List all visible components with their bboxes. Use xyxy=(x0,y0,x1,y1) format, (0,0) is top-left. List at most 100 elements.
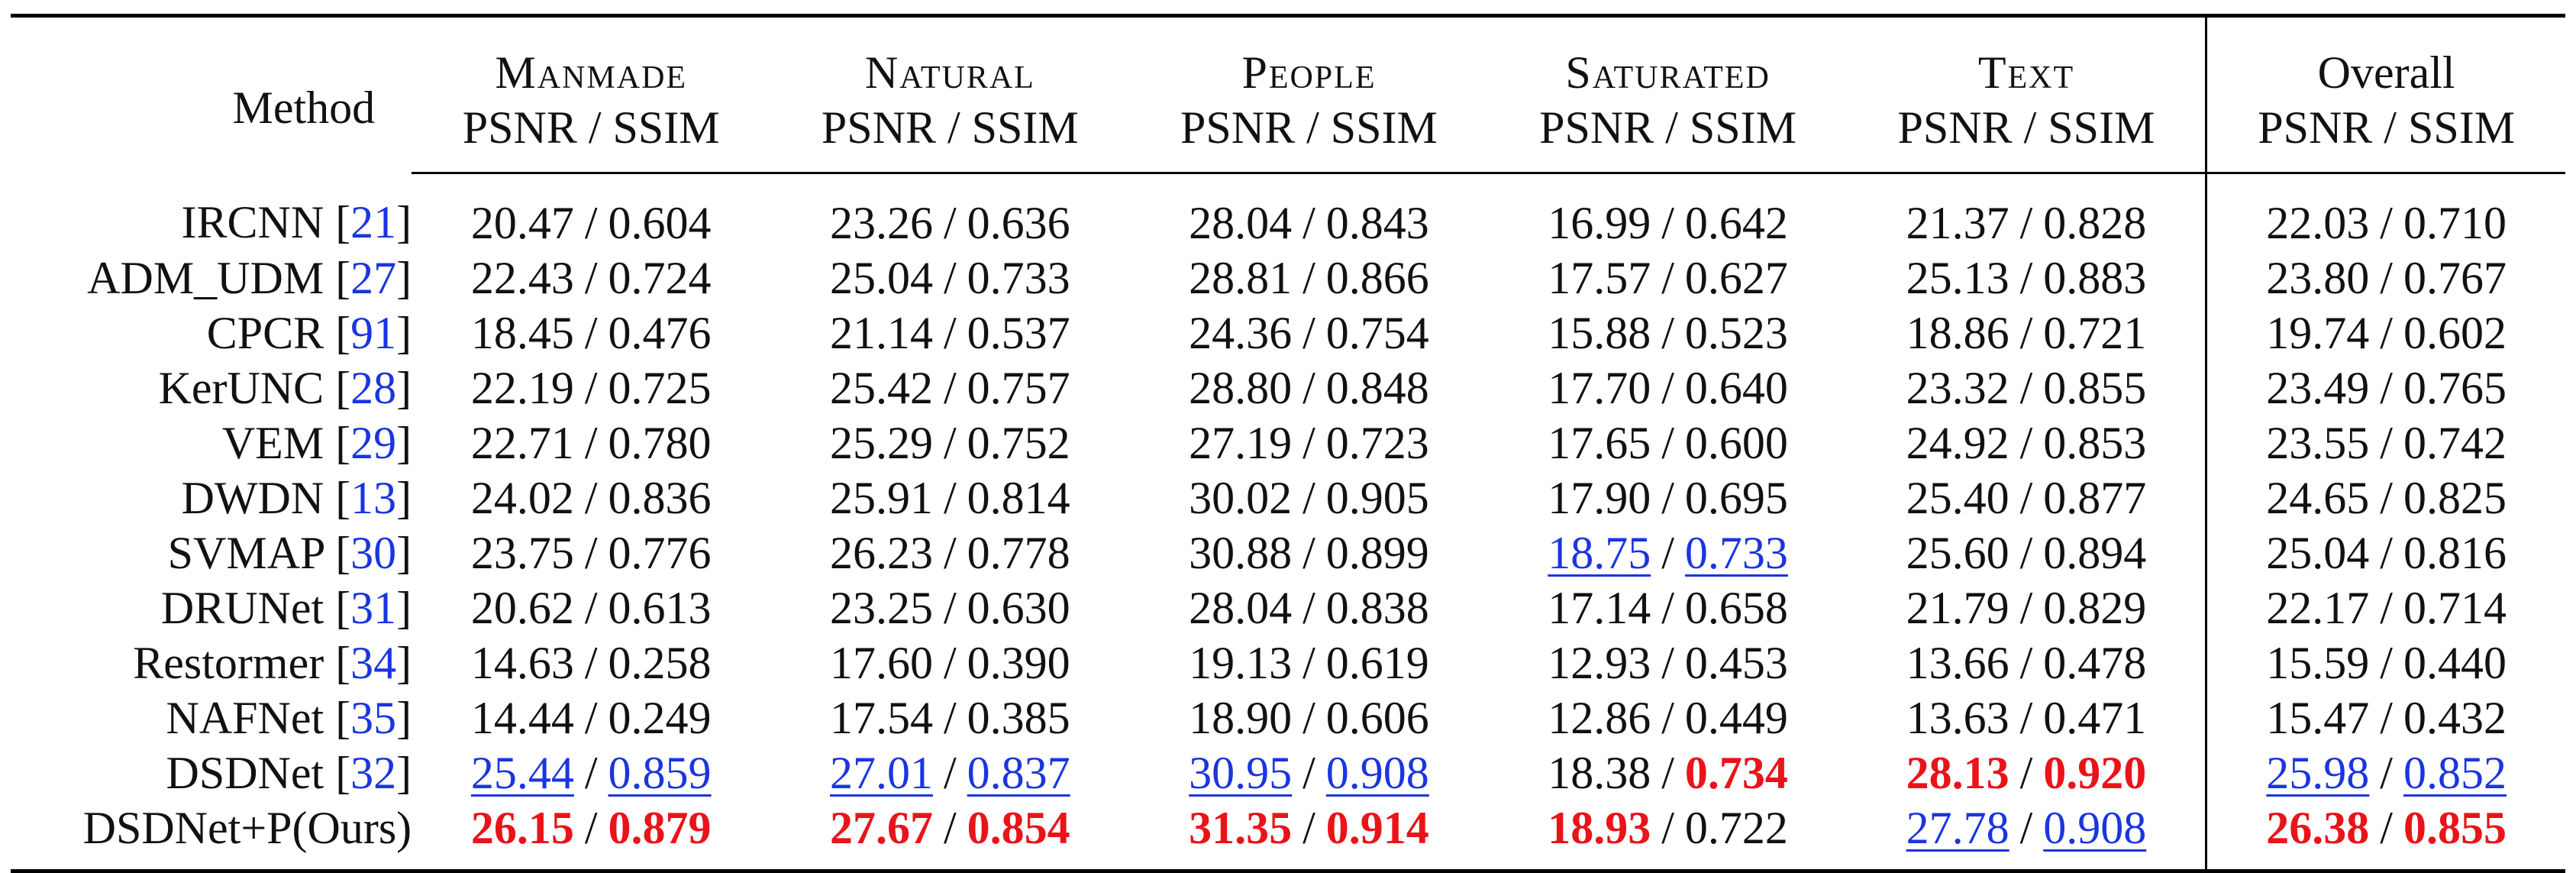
value-separator: / xyxy=(2380,583,2393,633)
psnr-value: 16.99 xyxy=(1548,198,1651,248)
ssim-value: 0.855 xyxy=(2403,803,2507,853)
table-header: Method Manmade Natural People Saturated … xyxy=(11,14,2565,174)
psnr-value: 21.14 xyxy=(830,308,933,358)
ssim-value: 0.249 xyxy=(608,693,712,743)
method-name: KerUNC xyxy=(158,363,324,413)
citation-link[interactable]: 34 xyxy=(350,638,397,688)
psnr-value: 23.26 xyxy=(830,198,933,248)
score-cell: 18.75/0.733 xyxy=(1489,525,1848,580)
citation-link[interactable]: 21 xyxy=(350,197,397,248)
psnr-value: 17.57 xyxy=(1548,253,1651,303)
ssim-value: 0.859 xyxy=(608,748,712,798)
value-separator: / xyxy=(944,583,957,633)
ssim-value: 0.640 xyxy=(1684,363,1788,413)
score-cell: 20.62/0.613 xyxy=(412,580,770,635)
method-cell: DSDNet+P(Ours) xyxy=(11,800,412,873)
value-separator: / xyxy=(1661,363,1674,413)
score-cell: 17.60/0.390 xyxy=(770,635,1129,690)
ssim-value: 0.852 xyxy=(2403,748,2507,798)
method-cell: IRCNN [21] xyxy=(181,197,412,248)
citation-link[interactable]: 91 xyxy=(350,308,397,358)
score-cell: 24.02/0.836 xyxy=(412,470,770,525)
psnr-value: 14.44 xyxy=(470,693,574,743)
psnr-value: 26.15 xyxy=(470,803,574,853)
psnr-value: 12.86 xyxy=(1548,693,1651,743)
value-separator: / xyxy=(1661,253,1674,303)
score-cell: 18.86/0.721 xyxy=(1848,306,2206,361)
ssim-value: 0.848 xyxy=(1325,363,1429,413)
citation-link[interactable]: 13 xyxy=(350,473,397,523)
citation-link[interactable]: 35 xyxy=(350,693,397,743)
psnr-value: 30.88 xyxy=(1189,528,1293,578)
value-separator: / xyxy=(944,528,957,578)
value-separator: / xyxy=(2380,528,2393,578)
value-separator: / xyxy=(2019,308,2033,358)
score-cell: 17.14/0.658 xyxy=(1489,580,1848,635)
table-row: DRUNet [31] 20.62/0.613 23.25/0.630 28.04/0… xyxy=(11,580,2565,635)
method-cell: DRUNet [31] xyxy=(160,583,412,633)
ssim-value: 0.630 xyxy=(967,583,1070,633)
ssim-value: 0.853 xyxy=(2043,418,2147,468)
value-separator: / xyxy=(2019,253,2033,303)
ssim-value: 0.258 xyxy=(608,638,712,688)
citation-link[interactable]: 29 xyxy=(350,418,397,468)
value-separator: / xyxy=(584,473,598,523)
ssim-value: 0.537 xyxy=(967,308,1070,358)
psnr-value: 25.98 xyxy=(2266,748,2370,798)
value-separator: / xyxy=(1661,528,1674,578)
method-name: DRUNet xyxy=(160,583,324,633)
column-header-overall: Overall xyxy=(2205,14,2565,95)
score-cell: 13.66/0.478 xyxy=(1848,635,2206,690)
method-cell: NAFNet [35] xyxy=(166,693,412,743)
value-separator: / xyxy=(584,803,598,853)
value-separator: / xyxy=(2380,748,2393,798)
psnr-value: 17.70 xyxy=(1548,363,1651,413)
citation-link[interactable]: 28 xyxy=(350,363,397,413)
method-name: VEM xyxy=(221,418,324,468)
ssim-value: 0.733 xyxy=(967,253,1070,303)
ssim-value: 0.606 xyxy=(1325,693,1429,743)
psnr-value: 25.91 xyxy=(830,473,933,523)
citation-link[interactable]: 30 xyxy=(350,528,397,578)
method-cell: DWDN [13] xyxy=(181,473,412,523)
psnr-value: 17.14 xyxy=(1548,583,1651,633)
value-separator: / xyxy=(584,638,598,688)
score-cell: 17.65/0.600 xyxy=(1489,415,1848,470)
column-header-saturated: Saturated xyxy=(1488,14,1848,95)
score-cell: 22.43/0.724 xyxy=(412,251,770,306)
value-separator: / xyxy=(944,308,957,358)
score-cell: 25.13/0.883 xyxy=(1848,251,2206,306)
ssim-value: 0.733 xyxy=(1684,528,1788,578)
psnr-value: 27.78 xyxy=(1906,803,2009,853)
ssim-value: 0.836 xyxy=(608,473,712,523)
ssim-value: 0.723 xyxy=(1325,418,1429,468)
ssim-value: 0.523 xyxy=(1684,308,1788,358)
psnr-value: 13.66 xyxy=(1906,638,2009,688)
ssim-value: 0.866 xyxy=(1325,253,1429,303)
ssim-value: 0.757 xyxy=(967,363,1070,413)
metric-header: PSNR / SSIM xyxy=(2205,95,2565,174)
value-separator: / xyxy=(944,418,957,468)
ssim-value: 0.453 xyxy=(1684,638,1788,688)
score-cell: 23.75/0.776 xyxy=(412,525,770,580)
score-cell: 26.15/0.879 xyxy=(412,800,771,873)
ssim-value: 0.722 xyxy=(1684,803,1788,853)
psnr-value: 15.88 xyxy=(1548,308,1651,358)
psnr-value: 20.62 xyxy=(470,583,574,633)
table-row: VEM [29] 22.71/0.780 25.29/0.752 27.19/0.72… xyxy=(11,415,2565,470)
score-cell: 21.79/0.829 xyxy=(1848,580,2206,635)
value-separator: / xyxy=(584,583,598,633)
citation-link[interactable]: 31 xyxy=(350,583,397,633)
table-row: ADM_UDM [27] 22.43/0.724 25.04/0.733 28.81/… xyxy=(11,251,2565,306)
ssim-value: 0.767 xyxy=(2403,253,2507,303)
value-separator: / xyxy=(2019,693,2033,743)
value-separator: / xyxy=(944,693,957,743)
psnr-value: 22.03 xyxy=(2266,198,2370,248)
score-cell: 14.63/0.258 xyxy=(412,635,770,690)
psnr-value: 14.63 xyxy=(470,638,574,688)
citation-link[interactable]: 27 xyxy=(350,253,397,303)
citation-link[interactable]: 32 xyxy=(350,748,397,798)
ssim-value: 0.854 xyxy=(967,803,1070,853)
metric-header: PSNR / SSIM xyxy=(770,95,1130,174)
psnr-value: 23.75 xyxy=(470,528,574,578)
